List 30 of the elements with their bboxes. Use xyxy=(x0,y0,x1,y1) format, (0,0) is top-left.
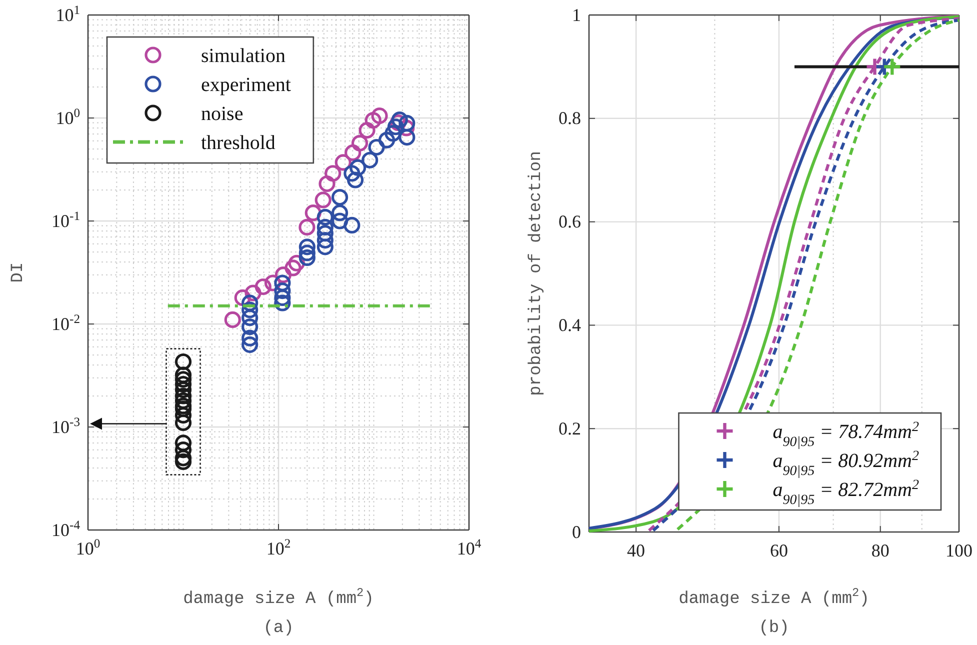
text: (b) xyxy=(758,619,790,638)
legend-label: a$_{90|95}$ = 78.74mm$^{2}$ xyxy=(772,420,919,450)
x-tick-label: 40 xyxy=(627,540,646,561)
legend-label: simulation xyxy=(201,45,286,67)
legend-label: noise xyxy=(201,103,244,125)
y-tick-label: 10$^{-3}$ xyxy=(52,414,80,437)
y-tick-label: 10$^{-1}$ xyxy=(52,208,80,231)
y-tick-label: 0 xyxy=(572,522,581,542)
x-tick-label: 10$^{2}$ xyxy=(266,536,291,559)
y-tick-label: 0.4 xyxy=(558,314,581,335)
legend-label: a$_{90|95}$ = 80.92mm$^{2}$ xyxy=(772,448,919,478)
x-tick-label: 100 xyxy=(946,540,972,561)
y-axis-title: probability of detection xyxy=(527,151,546,396)
y-tick-label: 0.2 xyxy=(558,418,581,438)
y-tick-label: 10$^{-2}$ xyxy=(52,312,80,334)
y-tick-label: 0.6 xyxy=(558,212,581,232)
y-tick-label: 10$^{1}$ xyxy=(56,2,80,25)
legend-label: threshold xyxy=(201,132,276,154)
x-axis-title: damage size A (mm$^{2}$) xyxy=(678,586,870,609)
x-tick-label: 10$^{4}$ xyxy=(456,536,482,559)
x-tick-label: 60 xyxy=(770,540,788,561)
x-axis-title: damage size A (mm$^{2}$) xyxy=(183,586,374,609)
text: (a) xyxy=(263,619,294,638)
y-tick-label: 1 xyxy=(572,4,581,25)
x-tick-label: 80 xyxy=(871,540,890,561)
legend-label: a$_{90|95}$ = 82.72mm$^{2}$ xyxy=(772,478,919,508)
y-axis-title: DI xyxy=(9,262,28,283)
legend-label: experiment xyxy=(201,74,292,96)
y-tick-label: 10$^{0}$ xyxy=(56,106,80,128)
y-tick-label: 0.8 xyxy=(558,108,581,128)
